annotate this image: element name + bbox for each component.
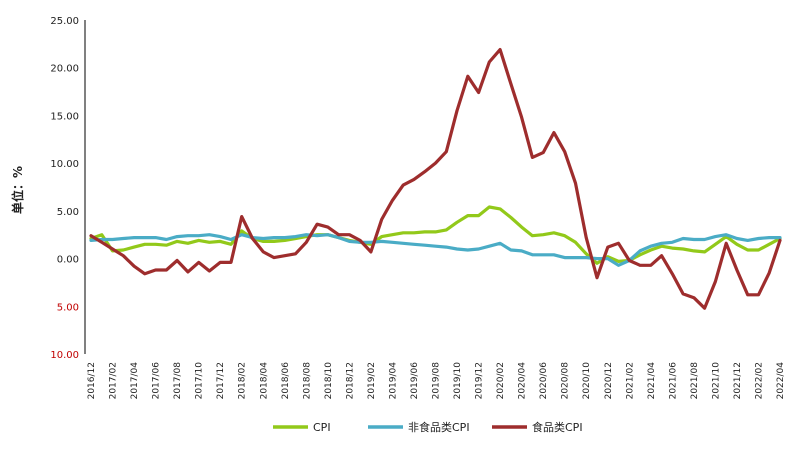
- y-tick-label: 0.00: [57, 255, 79, 266]
- x-tick-label: 2021/08: [690, 362, 700, 400]
- x-tick-label: 2021/12: [733, 362, 743, 399]
- y-tick-label: 25.00: [50, 16, 79, 27]
- x-tick-label: 2020/02: [496, 362, 506, 399]
- x-tick-label: 2018/10: [324, 362, 334, 400]
- y-tick-label: 5.00: [57, 302, 79, 313]
- series-line: [89, 205, 782, 265]
- x-tick-label: 2017/10: [195, 362, 205, 400]
- x-tick-label: 2018/04: [259, 362, 269, 400]
- y-axis-ticks: 25.00 20.00 15.00 10.00 5.00 0.00 5.00 10.00: [50, 16, 79, 361]
- legend-label: CPI: [313, 421, 331, 434]
- x-tick-label: 2019/02: [367, 362, 377, 399]
- x-tick-label: 2017/06: [152, 362, 162, 400]
- x-tick-label: 2019/08: [432, 362, 442, 400]
- y-tick-label: 20.00: [50, 64, 79, 75]
- legend: CPI 非食品类CPI 食品类CPI: [273, 420, 583, 434]
- x-tick-label: 2021/04: [647, 362, 657, 400]
- y-axis-label: 单位：%: [10, 166, 25, 214]
- x-tick-label: 2018/06: [281, 362, 291, 400]
- y-tick-label: 15.00: [50, 111, 79, 122]
- legend-label: 食品类CPI: [532, 420, 583, 434]
- series-lines: [89, 47, 782, 310]
- x-tick-label: 2020/04: [518, 362, 528, 400]
- x-tick-label: 2017/12: [216, 362, 226, 399]
- x-tick-label: 2017/02: [109, 362, 119, 399]
- x-tick-label: 2021/10: [711, 362, 721, 400]
- x-tick-label: 2017/08: [173, 362, 183, 400]
- y-tick-label: 5.00: [57, 207, 79, 218]
- x-tick-label: 2018/08: [302, 362, 312, 400]
- x-tick-label: 2019/06: [410, 362, 420, 400]
- x-tick-label: 2019/10: [453, 362, 463, 400]
- series-line: [89, 47, 782, 310]
- x-tick-label: 2022/02: [754, 362, 764, 399]
- x-tick-label: 2022/04: [776, 362, 786, 400]
- x-tick-label: 2019/04: [388, 362, 398, 400]
- x-tick-label: 2016/12: [87, 362, 97, 399]
- x-tick-label: 2020/06: [539, 362, 549, 400]
- x-tick-label: 2019/12: [475, 362, 485, 399]
- x-tick-label: 2020/12: [604, 362, 614, 399]
- x-tick-label: 2020/08: [561, 362, 571, 400]
- legend-label: 非食品类CPI: [408, 420, 470, 434]
- y-tick-label: 10.00: [50, 159, 79, 170]
- x-tick-label: 2021/06: [668, 362, 678, 400]
- x-tick-label: 2018/02: [238, 362, 248, 399]
- y-tick-label: 10.00: [50, 350, 79, 361]
- x-axis-ticks: 2016/12 2017/02 2017/04 2017/06 2017/08 2017/…: [87, 362, 786, 400]
- series-line: [89, 233, 782, 267]
- x-tick-label: 2020/10: [582, 362, 592, 400]
- x-tick-label: 2017/04: [130, 362, 140, 400]
- x-tick-label: 2018/12: [345, 362, 355, 399]
- x-tick-label: 2021/02: [625, 362, 635, 399]
